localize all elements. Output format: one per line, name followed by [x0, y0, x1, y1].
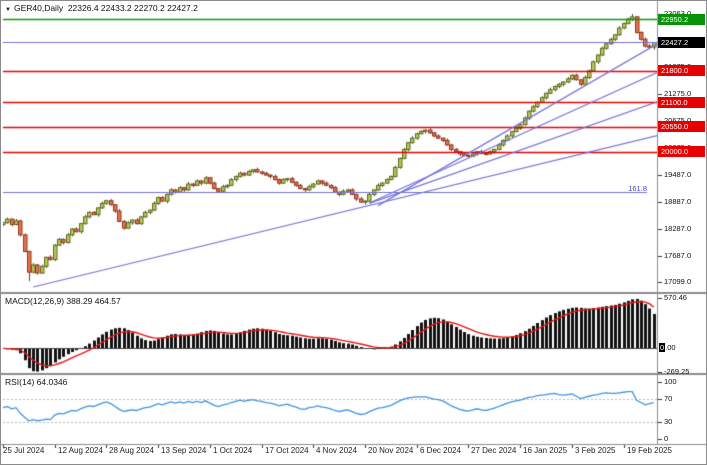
date-label: 3 Feb 2025	[575, 446, 616, 455]
price-tick-label: 18287.0	[664, 223, 692, 233]
date-label: 1 Oct 2024	[213, 446, 253, 455]
rsi-axis-label: 100	[664, 377, 677, 386]
fib-level-label[interactable]: 161.8	[628, 184, 647, 193]
date-label: 13 Sep 2024	[161, 446, 207, 455]
date-label: 28 Aug 2024	[109, 446, 154, 455]
level-price-box: 21100.0	[658, 96, 705, 108]
symbol-timeframe-label: GER40,Daily	[13, 3, 64, 13]
level-price-box: 22950.2	[658, 13, 705, 25]
date-label: 19 Feb 2025	[627, 446, 672, 455]
price-tick-label: 21275.0	[664, 89, 692, 99]
symbol-header: ▼ GER40,Daily 22326.4 22433.2 22270.2 224…	[5, 3, 198, 13]
rsi-axis-label: 30	[664, 416, 673, 426]
macd-zero-marker: 0	[659, 343, 666, 352]
chevron-down-icon[interactable]: ▼	[5, 7, 11, 13]
date-label: 6 Dec 2024	[420, 446, 461, 455]
price-tick-label: 19487.0	[664, 169, 692, 179]
price-tick-label: 17099.0	[664, 277, 692, 287]
current-price-box: 22427.2	[658, 37, 705, 49]
ohlc-values: 22326.4 22433.2 22270.2 22427.2	[67, 3, 198, 13]
level-price-box: 20550.0	[658, 121, 705, 133]
rsi-indicator-label: RSI(14) 64.0346	[5, 377, 68, 387]
level-price-box: 20000.0	[658, 146, 705, 158]
macd-axis-min-label: -269.25	[664, 366, 690, 376]
date-label: 12 Aug 2024	[58, 446, 103, 455]
macd-axis-zero-label: 0.00	[659, 343, 676, 352]
price-tick-label: 18887.0	[664, 196, 692, 206]
level-price-box: 21800.0	[658, 65, 705, 77]
date-label: 27 Dec 2024	[471, 446, 517, 455]
price-axis[interactable]: 23063.021875.021275.020675.020075.019487…	[657, 1, 706, 444]
rsi-axis-label: 0	[664, 434, 669, 443]
price-tick-label: 17687.0	[664, 250, 692, 260]
time-axis[interactable]: 25 Jul 2024 12 Aug 2024 28 Aug 2024 13 Sep …	[1, 446, 706, 464]
macd-indicator-label: MACD(12,26,9) 388.29 464.57	[5, 296, 121, 306]
date-label: 20 Nov 2024	[368, 446, 414, 455]
macd-axis-max-label: 570.46	[664, 293, 687, 302]
price-tick-label: 20675.0	[664, 116, 691, 125]
date-label: 25 Jul 2024	[3, 446, 45, 455]
price-tick-label: 23063.0	[664, 9, 691, 18]
date-label: 4 Nov 2024	[316, 446, 357, 455]
rsi-axis-label: 70	[664, 394, 673, 404]
date-label: 17 Oct 2024	[265, 446, 309, 455]
date-label: 16 Jan 2025	[523, 446, 568, 455]
